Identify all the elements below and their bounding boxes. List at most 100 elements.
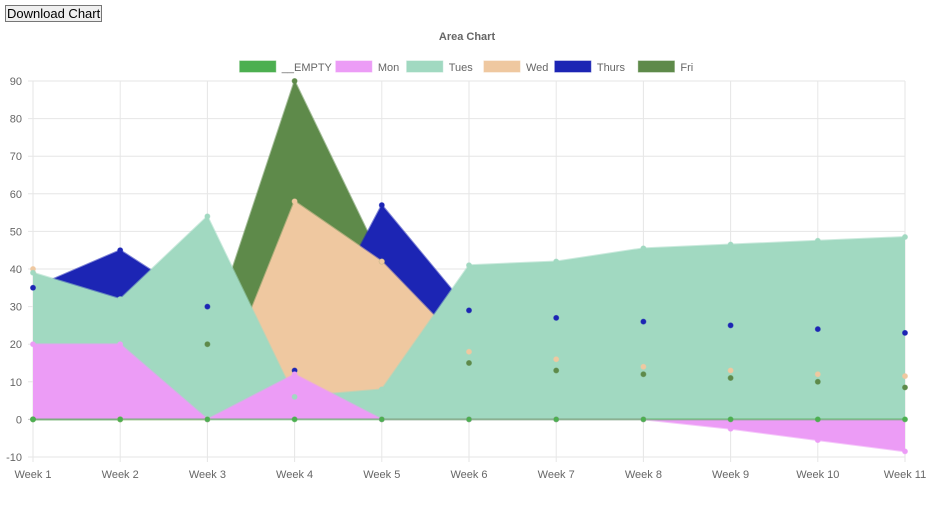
data-point[interactable] [117,341,124,348]
x-axis-ticks: Week 1 Week 2 Week 3 Week 4 Week 5 Week 6 Week… [14,469,926,481]
legend-label: Mon [378,62,399,74]
y-tick-label: 90 [10,76,22,88]
data-point[interactable] [553,258,560,265]
data-point[interactable] [30,269,36,276]
data-point[interactable] [291,416,298,423]
legend-swatch [335,60,373,73]
x-tick-label: Week 1 [14,469,51,481]
y-tick-label: 50 [10,226,22,238]
data-point[interactable] [466,262,472,269]
data-point[interactable] [204,341,211,348]
data-point[interactable] [204,213,211,220]
data-point[interactable] [204,303,211,310]
data-point[interactable] [466,416,472,423]
x-tick-label: Week 8 [625,469,662,481]
data-point[interactable] [30,284,36,291]
data-point[interactable] [902,234,908,241]
area-mon [33,344,905,452]
y-tick-label: 40 [10,264,22,276]
legend-item-tues[interactable]: Tues [406,60,474,74]
data-point[interactable] [902,384,908,391]
area-tues [33,216,905,420]
x-tick-label: Week 7 [538,469,575,481]
y-tick-label: 60 [10,189,22,201]
legend-label: Tues [449,62,474,74]
data-point[interactable] [902,448,908,455]
x-tick-label: Week 2 [102,469,139,481]
data-point[interactable] [466,307,472,314]
y-tick-label: 70 [10,151,22,163]
data-point[interactable] [727,241,734,248]
y-tick-label: 0 [16,414,22,426]
x-tick-label: Week 10 [796,469,839,481]
data-point[interactable] [640,245,647,252]
legend-label: Wed [526,62,548,74]
legend-swatch [637,60,675,73]
data-point[interactable] [553,416,560,423]
data-point[interactable] [291,371,298,378]
data-point[interactable] [727,367,734,374]
legend-swatch [554,60,592,73]
legend-item--empty[interactable]: __EMPTY [239,60,333,74]
data-point[interactable] [902,329,908,336]
data-point[interactable] [30,416,36,423]
legend-label: Fri [680,62,693,74]
y-tick-label: 10 [10,377,22,389]
data-point[interactable] [814,378,821,385]
legend-swatch [406,60,444,73]
data-point[interactable] [902,416,908,423]
legend-item-fri[interactable]: Fri [637,60,693,74]
data-point[interactable] [117,296,124,303]
x-tick-label: Week 3 [189,469,226,481]
legend-item-mon[interactable]: Mon [335,60,399,74]
data-point[interactable] [378,202,385,209]
data-point[interactable] [814,237,821,244]
data-point[interactable] [466,360,472,366]
y-tick-label: 30 [10,302,22,314]
data-point[interactable] [727,416,734,423]
data-point[interactable] [117,416,124,423]
data-point[interactable] [291,393,298,400]
x-tick-label: Week 5 [363,469,400,481]
data-point[interactable] [291,78,298,84]
data-point[interactable] [378,386,385,393]
data-point[interactable] [378,416,385,423]
data-point[interactable] [553,314,560,321]
data-point[interactable] [553,356,560,363]
data-point[interactable] [291,198,298,205]
data-point[interactable] [640,318,647,325]
data-point[interactable] [553,367,560,374]
data-point[interactable] [902,373,908,380]
legend-swatch [483,60,521,73]
data-point[interactable] [814,416,821,423]
y-tick-label: 80 [10,114,22,126]
legend-item-thurs[interactable]: Thurs [554,60,626,74]
chart-data-points [30,78,908,455]
legend-item-wed[interactable]: Wed [483,60,548,74]
data-point[interactable] [727,425,734,432]
x-tick-label: Week 6 [450,469,487,481]
y-tick-label: -10 [6,452,22,464]
data-point[interactable] [378,258,385,265]
data-point[interactable] [814,326,821,333]
data-point[interactable] [727,322,734,329]
data-point[interactable] [466,348,472,355]
download-chart-button[interactable]: Download Chart [5,5,103,22]
data-point[interactable] [727,375,734,382]
data-point[interactable] [640,416,647,423]
x-tick-label: Week 4 [276,469,313,481]
data-point[interactable] [30,341,36,348]
data-point[interactable] [814,437,821,444]
data-point[interactable] [814,371,821,378]
data-point[interactable] [640,371,647,378]
legend-label: __EMPTY [281,62,333,74]
x-tick-label: Week 11 [884,469,926,481]
legend-swatch [239,60,277,73]
y-tick-label: 20 [10,339,22,351]
data-point[interactable] [117,247,124,254]
y-axis-ticks: -10 0 10 20 30 40 50 60 70 80 90 [6,76,22,464]
x-tick-label: Week 9 [712,469,749,481]
data-point[interactable] [640,363,647,370]
data-point[interactable] [204,416,211,423]
